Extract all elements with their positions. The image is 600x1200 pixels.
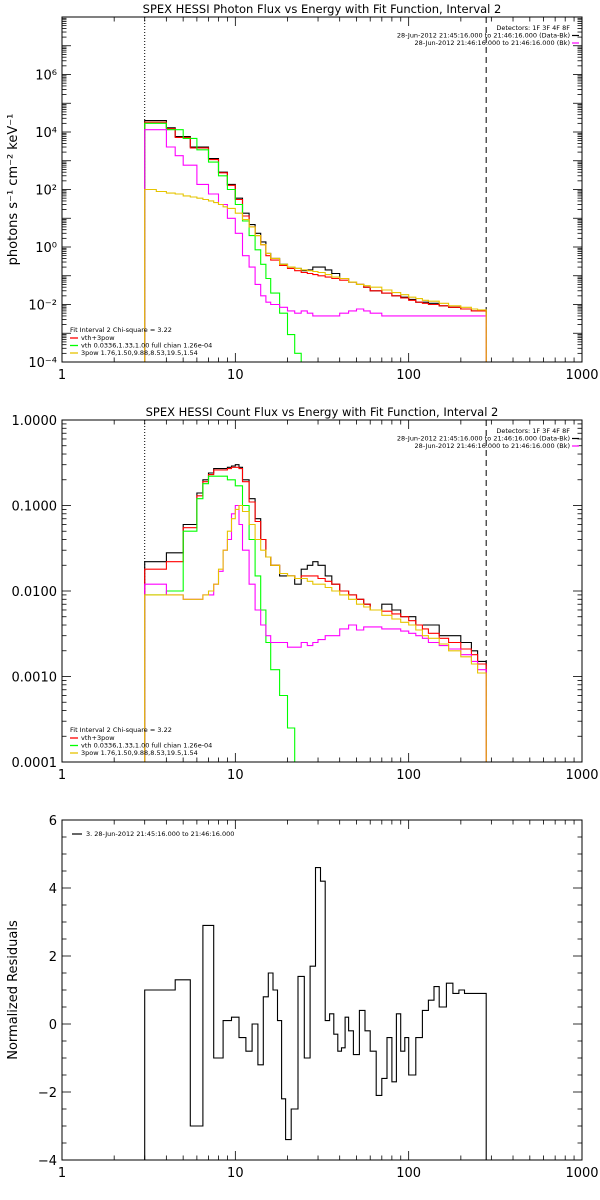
y-tick-label: −2: [38, 1086, 57, 1101]
y-tick-label: 0.0100: [12, 585, 58, 600]
fit-legend-entry: vth 0.0336,1.33,1.00 full chian 1.26e-04: [81, 342, 212, 350]
fit-legend-header: Fit Interval 2 Chi-square = 3.22: [70, 726, 172, 734]
series-line-2: [144, 121, 487, 362]
y-tick-label: 10⁶: [35, 69, 57, 84]
y-tick-label: 10⁰: [35, 241, 57, 256]
series-line-1: [144, 464, 487, 762]
y-tick-label: 1.0000: [12, 414, 58, 429]
x-tick-label: 1: [58, 368, 66, 383]
y-axis-label: photons s⁻¹ cm⁻² keV⁻¹: [6, 114, 21, 266]
y-tick-label: 2: [49, 950, 57, 965]
legend-detector-line: Detectors: 1F 3F 4F 8F: [496, 24, 570, 32]
chart-title: SPEX HESSI Photon Flux vs Energy with Fi…: [143, 2, 502, 16]
residual-legend-text: 3. 28-Jun-2012 21:45:16.000 to 21:46:16.…: [86, 830, 234, 838]
y-tick-label: 6: [49, 814, 57, 829]
panel-3: 1 10 100 1000 −4 −2 0 2 4 6 Normalized Residuals 3.…: [6, 814, 599, 1181]
x-tick-label: 1000: [565, 368, 598, 383]
fit-legend-header: Fit Interval 2 Chi-square = 3.22: [70, 326, 172, 334]
x-tick-label: 1000: [565, 1166, 598, 1181]
x-tick-label: 1: [58, 768, 66, 783]
x-tick-label: 100: [396, 768, 421, 783]
y-tick-label: 10⁻⁴: [28, 356, 57, 371]
y-tick-label: −4: [38, 1154, 57, 1169]
plot-area: [144, 17, 487, 362]
y-tick-label: 0.0010: [12, 671, 58, 686]
series-line-2: [144, 466, 487, 762]
series-line-1: [144, 120, 487, 362]
x-tick-label: 10: [227, 768, 244, 783]
legend-detector-line: 28-Jun-2012 21:46:16.000 to 21:46:16.000…: [415, 39, 570, 47]
series-line-5: [144, 504, 487, 762]
y-axis-label: Normalized Residuals: [6, 920, 21, 1060]
series-line-1: [144, 867, 487, 1160]
fit-legend-entry: 3pow 1.76,1.50,9.88,8.53,19.5,1.54: [81, 749, 198, 757]
x-tick-label: 10: [227, 1166, 244, 1181]
panel-1: SPEX HESSI Photon Flux vs Energy with Fi…: [6, 2, 599, 383]
fit-legend-entry: vth+3pow: [81, 334, 115, 342]
series-line-4: [144, 129, 487, 362]
x-tick-label: 100: [396, 1166, 421, 1181]
x-tick-label: 10: [227, 368, 244, 383]
x-tick-label: 100: [396, 368, 421, 383]
y-tick-label: 10²: [35, 184, 57, 199]
plot-frame: [61, 419, 583, 763]
panel-2: SPEX HESSI Count Flux vs Energy with Fit…: [12, 405, 599, 783]
plot-area: [144, 867, 487, 1160]
chart-title: SPEX HESSI Count Flux vs Energy with Fit…: [146, 405, 499, 419]
y-tick-label: 10⁻²: [28, 299, 57, 314]
legend-detector-line: Detectors: 1F 3F 4F 8F: [496, 427, 570, 435]
plot-frame: [61, 819, 583, 1161]
y-tick-label: 4: [49, 882, 57, 897]
fit-legend-entry: 3pow 1.76,1.50,9.88,8.53,19.5,1.54: [81, 349, 198, 357]
panels: SPEX HESSI Photon Flux vs Energy with Fi…: [6, 2, 599, 1181]
series-line-5: [144, 188, 487, 362]
y-tick-label: 0.1000: [12, 500, 58, 515]
fit-legend-entry: vth 0.0336,1.33,1.00 full chian 1.26e-04: [81, 742, 212, 750]
legend-detector-line: 28-Jun-2012 21:46:16.000 to 21:46:16.000…: [415, 442, 570, 450]
x-tick-label: 1000: [565, 768, 598, 783]
series-line-3: [144, 122, 302, 362]
series-line-3: [144, 475, 298, 762]
y-tick-label: 0.0001: [12, 756, 58, 771]
legend-detector-line: 28-Jun-2012 21:45:16.000 to 21:46:16.000…: [397, 32, 570, 40]
fit-legend-entry: vth+3pow: [81, 734, 115, 742]
x-tick-label: 1: [58, 1166, 66, 1181]
legend-detector-line: 28-Jun-2012 21:45:16.000 to 21:46:16.000…: [397, 435, 570, 443]
plot-area: [144, 420, 487, 762]
plot-frame: [61, 16, 583, 363]
y-tick-label: 0: [49, 1018, 57, 1033]
y-tick-label: 10⁴: [35, 126, 57, 141]
